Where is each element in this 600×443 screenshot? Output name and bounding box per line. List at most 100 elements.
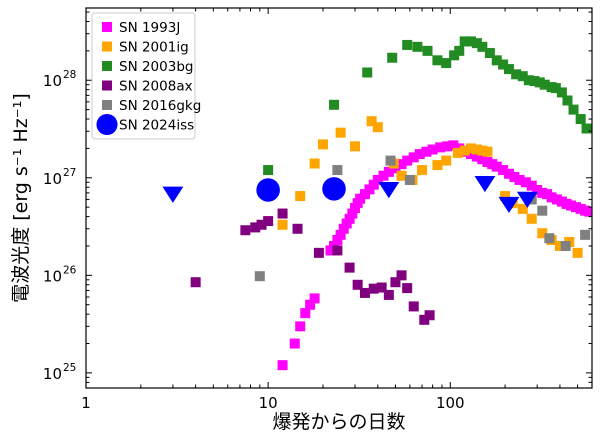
y-tick-exponent: 26 bbox=[63, 264, 77, 276]
data-point bbox=[408, 152, 419, 163]
data-point bbox=[517, 203, 528, 214]
data-point bbox=[484, 48, 495, 59]
data-point bbox=[526, 213, 537, 224]
data-point bbox=[550, 83, 561, 94]
data-point bbox=[562, 95, 573, 106]
data-point bbox=[422, 45, 433, 56]
data-point bbox=[338, 223, 349, 234]
legend-marker bbox=[102, 100, 112, 110]
data-point bbox=[347, 208, 358, 219]
data-point bbox=[402, 155, 413, 166]
data-point bbox=[556, 87, 567, 98]
data-point bbox=[387, 52, 398, 63]
data-point bbox=[408, 301, 419, 312]
data-point bbox=[477, 145, 488, 156]
data-point bbox=[289, 338, 300, 349]
data-point bbox=[332, 245, 343, 256]
legend-label: SN 2008ax bbox=[119, 79, 193, 95]
y-tick-exponent: 25 bbox=[63, 362, 76, 374]
x-axis-label: 爆発からの日数 bbox=[272, 411, 405, 433]
data-point bbox=[190, 277, 201, 288]
data-point bbox=[313, 247, 324, 258]
legend-label: SN 2001ig bbox=[119, 40, 189, 56]
data-point bbox=[362, 67, 373, 78]
data-point bbox=[503, 168, 514, 179]
data-point bbox=[584, 206, 592, 217]
data-point bbox=[404, 174, 415, 185]
data-point bbox=[335, 229, 346, 240]
data-point bbox=[332, 165, 343, 176]
data-point bbox=[516, 191, 538, 208]
data-point bbox=[432, 160, 443, 171]
plot-marks bbox=[162, 36, 592, 371]
y-axis-label: 電波光度 [erg s⁻¹ Hz⁻¹] bbox=[10, 93, 32, 303]
series-sn-1993j bbox=[277, 140, 592, 371]
data-point bbox=[402, 39, 413, 50]
data-point bbox=[376, 282, 387, 293]
data-point bbox=[575, 114, 586, 125]
data-point bbox=[263, 165, 274, 176]
data-point bbox=[466, 143, 477, 154]
data-point bbox=[441, 58, 452, 69]
legend-marker bbox=[96, 113, 118, 136]
data-point bbox=[412, 41, 423, 52]
data-point bbox=[344, 262, 355, 273]
x-tick-label: 10 bbox=[259, 394, 278, 412]
data-point bbox=[581, 123, 592, 134]
y-tick-label: 10 bbox=[43, 170, 62, 188]
data-point bbox=[511, 69, 522, 80]
data-point bbox=[300, 308, 311, 319]
legend-label: SN 2016gkg bbox=[119, 98, 201, 114]
data-point bbox=[459, 145, 470, 156]
data-point bbox=[295, 191, 306, 202]
data-point bbox=[442, 141, 453, 152]
legend-marker bbox=[102, 61, 112, 71]
data-point bbox=[503, 64, 514, 75]
data-point bbox=[482, 146, 493, 157]
data-point bbox=[256, 178, 280, 202]
data-point bbox=[529, 76, 540, 87]
plot-frame bbox=[85, 7, 593, 389]
series-upper-limits bbox=[162, 175, 538, 214]
data-point bbox=[498, 59, 509, 70]
data-point bbox=[491, 161, 502, 172]
legend-label: SN 2024iss bbox=[119, 118, 194, 134]
data-point bbox=[329, 99, 340, 110]
series-sn-2024iss bbox=[256, 177, 346, 202]
data-point bbox=[256, 219, 267, 230]
data-point bbox=[452, 147, 463, 158]
data-point bbox=[396, 170, 407, 181]
data-point bbox=[477, 154, 488, 165]
data-point bbox=[335, 127, 346, 138]
data-point bbox=[368, 283, 379, 294]
data-point bbox=[396, 270, 407, 281]
data-point bbox=[309, 293, 320, 304]
data-point bbox=[471, 144, 482, 155]
data-point bbox=[383, 166, 394, 177]
data-point bbox=[162, 186, 184, 203]
data-point bbox=[295, 321, 306, 332]
data-point bbox=[305, 299, 316, 310]
x-tick-label: 100 bbox=[436, 394, 465, 412]
data-point bbox=[454, 45, 465, 56]
y-tick-exponent: 27 bbox=[63, 167, 76, 179]
data-point bbox=[309, 158, 320, 169]
data-point bbox=[498, 165, 509, 176]
data-point bbox=[466, 36, 477, 47]
data-point bbox=[537, 205, 548, 216]
data-point bbox=[352, 279, 363, 290]
y-tick-label: 10 bbox=[43, 72, 62, 90]
data-point bbox=[372, 174, 383, 185]
data-point bbox=[277, 208, 288, 219]
data-point bbox=[459, 36, 470, 47]
data-point bbox=[509, 171, 520, 182]
data-point bbox=[517, 71, 528, 82]
data-point bbox=[441, 155, 452, 166]
legend-label: SN 2003bg bbox=[119, 59, 193, 75]
data-point bbox=[537, 228, 548, 239]
data-point bbox=[471, 151, 482, 162]
data-point bbox=[546, 192, 557, 203]
data-point bbox=[500, 191, 511, 202]
